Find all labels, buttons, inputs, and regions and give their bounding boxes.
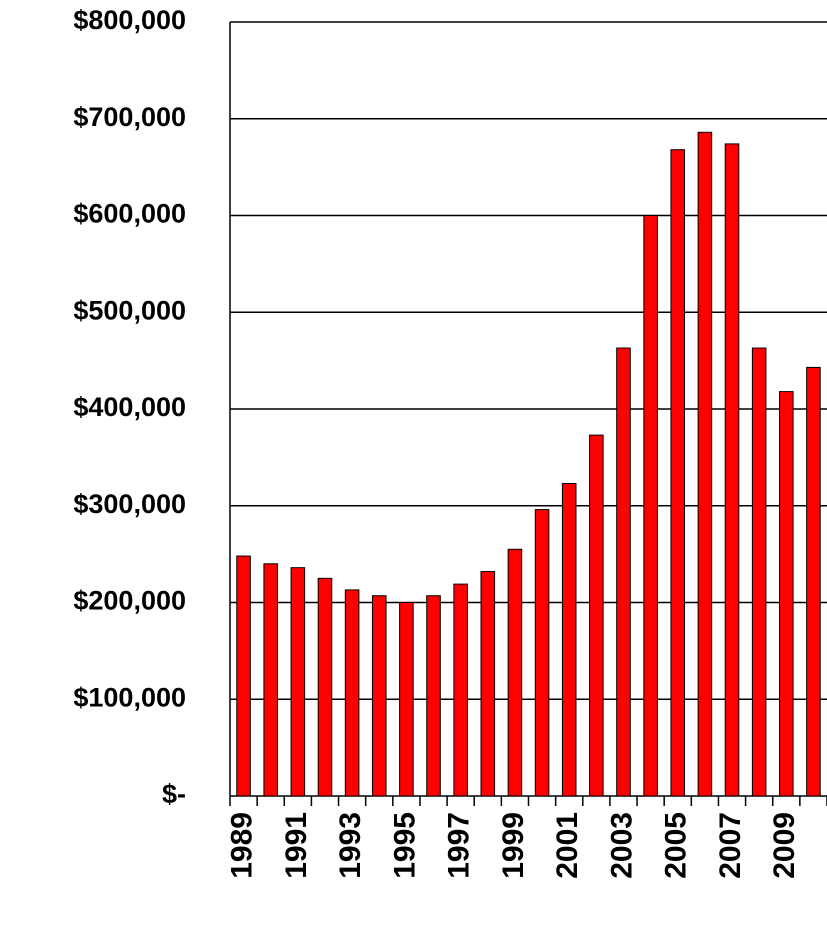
x-tick-label: 1995 [388, 812, 421, 879]
bar [670, 149, 686, 797]
bar [263, 563, 278, 797]
bar [751, 347, 767, 797]
x-tick-label: 1991 [280, 812, 313, 879]
y-tick-label: $300,000 [73, 489, 186, 519]
bar [589, 434, 604, 797]
x-tick-label: 2003 [605, 812, 638, 879]
bar [399, 602, 414, 797]
x-tick-label: 1989 [225, 812, 258, 879]
x-tick-label: 1999 [497, 812, 530, 879]
bar [724, 143, 740, 797]
x-tick-label: 2009 [768, 812, 801, 879]
bar [480, 571, 496, 797]
y-tick-label: $100,000 [73, 682, 186, 712]
bar [616, 347, 631, 797]
x-tick-label: 2001 [551, 812, 584, 879]
x-tick-label: 2007 [714, 812, 747, 879]
x-tick-label: 1993 [334, 812, 367, 879]
bar [534, 509, 550, 797]
bar [371, 595, 387, 797]
bar [806, 366, 821, 797]
bar [344, 589, 360, 797]
y-tick-label: $700,000 [73, 102, 186, 132]
bar [290, 567, 306, 797]
y-tick-label: $- [162, 779, 186, 809]
bar [507, 548, 523, 797]
x-tick-label: 2005 [660, 812, 693, 879]
bar [561, 482, 577, 797]
x-tick-label: 1997 [443, 812, 476, 879]
y-tick-label: $200,000 [73, 586, 186, 616]
bar [643, 215, 658, 797]
y-tick-label: $800,000 [73, 5, 186, 35]
bar [779, 391, 794, 797]
bar [426, 595, 441, 797]
bar [317, 577, 333, 797]
bar [236, 555, 251, 797]
y-tick-label: $400,000 [73, 392, 186, 422]
bar [697, 131, 713, 797]
y-tick-label: $500,000 [73, 295, 186, 325]
bar [453, 583, 468, 797]
y-tick-label: $600,000 [73, 199, 186, 229]
